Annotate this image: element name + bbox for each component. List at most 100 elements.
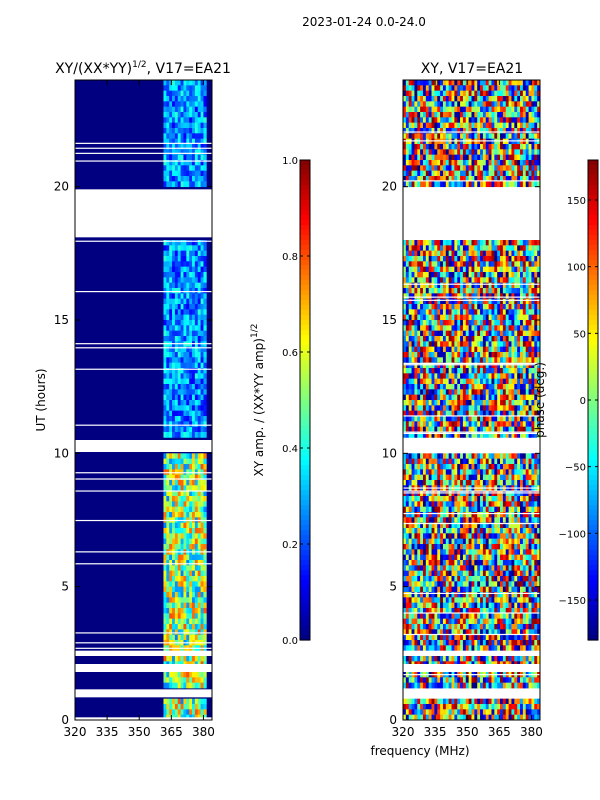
colorbar-segment <box>300 580 310 586</box>
heatmap-cell <box>531 277 535 284</box>
heatmap-cell <box>166 101 170 108</box>
heatmap-cell <box>189 128 193 134</box>
heatmap-cell <box>431 149 435 156</box>
heatmap-cell <box>511 410 515 417</box>
heatmap-cell <box>437 416 441 422</box>
heatmap-cell <box>194 501 199 508</box>
heatmap-cell <box>440 298 444 305</box>
heatmap-cell <box>528 480 532 486</box>
heatmap-cell <box>520 272 524 278</box>
heatmap-cell <box>468 496 472 502</box>
heatmap-cell <box>534 325 538 332</box>
heatmap-cell <box>502 80 507 86</box>
heatmap-cell <box>434 245 438 252</box>
heatmap-cell <box>403 373 407 380</box>
heatmap-cell <box>197 704 201 710</box>
heatmap-cell <box>457 309 461 316</box>
heatmap-cell <box>174 538 179 545</box>
heatmap-cell <box>520 314 524 321</box>
heatmap-cell <box>203 613 207 620</box>
heatmap-cell <box>502 128 507 134</box>
heatmap-cell <box>537 384 541 390</box>
heatmap-cell <box>474 101 478 108</box>
heatmap-cell <box>465 245 470 252</box>
heatmap-cell <box>425 154 430 161</box>
heatmap-cell <box>166 240 170 246</box>
heatmap-cell <box>514 432 518 438</box>
heatmap-cell <box>197 266 201 273</box>
heatmap-cell <box>408 138 412 145</box>
heatmap-cell <box>525 256 529 262</box>
heatmap-cell <box>457 160 461 166</box>
heatmap-cell <box>405 421 410 428</box>
heatmap-cell <box>163 416 167 422</box>
heatmap-cell <box>428 245 432 252</box>
heatmap-cell <box>192 240 196 246</box>
heatmap-cell <box>454 480 458 486</box>
heatmap-cell <box>420 149 424 156</box>
heatmap-cell <box>189 149 193 156</box>
heatmap-cell <box>194 117 199 124</box>
heatmap-cell <box>431 458 435 465</box>
heatmap-cell <box>471 106 475 113</box>
heatmap-cell <box>405 480 410 486</box>
heatmap-cell <box>460 421 464 428</box>
heatmap-cell <box>203 352 207 358</box>
heatmap-cell <box>200 554 204 561</box>
heatmap-cell <box>197 352 201 358</box>
heatmap-cell <box>471 149 475 156</box>
heatmap-cell <box>451 90 455 97</box>
heatmap-cell <box>442 480 447 486</box>
heatmap-cell <box>537 373 541 380</box>
heatmap-cell <box>417 480 421 486</box>
heatmap-cell <box>497 480 501 486</box>
heatmap-cell <box>200 618 204 625</box>
heatmap-cell <box>520 106 524 113</box>
heatmap-cell <box>491 368 495 374</box>
heatmap-cell <box>174 480 179 486</box>
heatmap-cell <box>528 506 532 513</box>
heatmap-cell <box>414 384 418 390</box>
heatmap-cell <box>511 117 515 124</box>
heatmap-cell <box>537 240 541 246</box>
heatmap-cell <box>477 154 481 161</box>
heatmap-cell <box>457 101 461 108</box>
heatmap-cell <box>457 410 461 417</box>
heatmap-cell <box>174 373 179 380</box>
heatmap-cell <box>177 538 182 545</box>
heatmap-cell <box>422 384 427 390</box>
heatmap-cell <box>183 330 187 337</box>
heatmap-cell <box>511 256 515 262</box>
heatmap-cell <box>474 240 478 246</box>
heatmap-cell <box>163 309 167 316</box>
heatmap-cell <box>434 176 438 182</box>
heatmap-cell <box>428 144 432 150</box>
heatmap-cell <box>180 613 184 620</box>
heatmap-cell <box>485 474 490 481</box>
heatmap-cell <box>520 480 524 486</box>
heatmap-cell <box>405 133 410 140</box>
heatmap-cell <box>471 453 475 460</box>
heatmap-cell <box>186 704 190 710</box>
heatmap-cell <box>405 506 410 513</box>
heatmap-cell <box>434 426 438 433</box>
heatmap-cell <box>482 133 487 140</box>
heatmap-cell <box>174 501 179 508</box>
heatmap-cell <box>166 378 170 385</box>
heatmap-cell <box>417 394 421 401</box>
heatmap-cell <box>194 522 199 529</box>
heatmap-cell <box>197 426 201 433</box>
heatmap-cell <box>491 144 495 150</box>
heatmap-cell <box>534 266 538 273</box>
heatmap-cell <box>174 528 179 534</box>
heatmap-cell <box>422 480 427 486</box>
heatmap-cell <box>437 458 441 465</box>
heatmap-cell <box>420 314 424 321</box>
heatmap-cell <box>474 282 478 289</box>
heatmap-cell <box>534 320 538 326</box>
heatmap-cell <box>528 426 532 433</box>
heatmap-cell <box>537 101 541 108</box>
heatmap-cell <box>174 634 179 641</box>
heatmap-cell <box>520 149 524 156</box>
heatmap-cell <box>502 154 507 161</box>
